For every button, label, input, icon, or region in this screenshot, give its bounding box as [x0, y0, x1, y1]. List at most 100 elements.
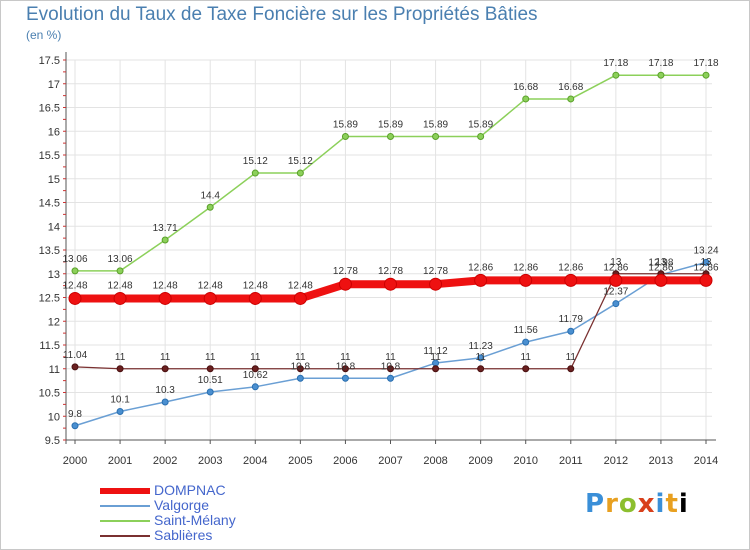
- data-label-sabli-res: 11: [430, 352, 441, 363]
- point-sabli-res: [251, 365, 259, 373]
- data-label-saint-m-lany: 15.12: [288, 156, 313, 167]
- y-tick-label: 15.5: [39, 150, 60, 162]
- point-saint-m-lany: [161, 236, 169, 244]
- data-label-dompnac: 12.86: [513, 262, 538, 273]
- point-dompnac: [654, 273, 668, 287]
- point-sabli-res: [296, 365, 304, 373]
- data-label-sabli-res: 11: [160, 352, 171, 363]
- data-label-sabli-res: 11.04: [63, 350, 88, 361]
- point-valgorge: [612, 300, 620, 308]
- point-valgorge: [522, 338, 530, 346]
- proxiti-logo: Proxiti: [585, 489, 689, 519]
- data-label-valgorge: 10.3: [155, 385, 175, 396]
- point-saint-m-lany: [567, 95, 575, 103]
- x-tick-label: 2014: [694, 455, 718, 467]
- y-tick-label: 11: [49, 364, 60, 376]
- x-tick-label: 2002: [153, 455, 177, 467]
- data-label-saint-m-lany: 15.89: [333, 119, 358, 130]
- legend-swatch-sablieres: [100, 535, 150, 537]
- data-label-saint-m-lany: 17.18: [603, 58, 628, 69]
- x-tick-label: 2011: [559, 455, 583, 467]
- point-sabli-res: [387, 365, 394, 373]
- point-dompnac: [474, 273, 488, 287]
- point-dompnac: [429, 277, 443, 291]
- data-label-sabli-res: 11: [340, 352, 351, 363]
- data-label-dompnac: 12.48: [108, 280, 133, 291]
- data-label-sabli-res: 13: [610, 257, 622, 268]
- data-label-saint-m-lany: 17.18: [648, 58, 673, 69]
- point-saint-m-lany: [477, 132, 485, 140]
- data-label-sabli-res: 11: [385, 352, 396, 363]
- data-label-valgorge: 12.98: [648, 258, 673, 269]
- data-label-sabli-res: 11: [205, 352, 216, 363]
- point-sabli-res: [432, 365, 440, 373]
- point-dompnac: [158, 291, 172, 305]
- point-saint-m-lany: [71, 267, 79, 275]
- data-label-saint-m-lany: 16.68: [558, 82, 583, 93]
- data-label-sabli-res: 11: [566, 352, 577, 363]
- x-tick-label: 2009: [468, 455, 492, 467]
- y-tick-label: 11.5: [39, 340, 60, 352]
- data-label-sabli-res: 11: [521, 352, 532, 363]
- data-label-dompnac: 12.86: [603, 262, 628, 273]
- point-valgorge: [296, 374, 304, 382]
- data-label-sabli-res: 11: [475, 352, 486, 363]
- legend-label-saint-melany: Saint-Mélany: [154, 512, 236, 528]
- point-valgorge: [387, 374, 394, 382]
- point-valgorge: [702, 258, 710, 266]
- point-saint-m-lany: [612, 71, 620, 79]
- point-valgorge: [341, 374, 349, 382]
- legend-swatch-dompnac: [100, 488, 150, 494]
- chart-title: Evolution du Taux de Taxe Foncière sur l…: [26, 4, 538, 25]
- data-label-dompnac: 12.86: [468, 262, 493, 273]
- point-sabli-res: [567, 365, 575, 373]
- data-label-sabli-res: 13: [655, 257, 667, 268]
- point-sabli-res: [116, 365, 124, 373]
- point-saint-m-lany: [296, 169, 304, 177]
- legend-label-sablieres: Sablières: [154, 527, 213, 543]
- data-label-sabli-res: 11: [115, 352, 126, 363]
- x-tick-label: 2013: [649, 455, 673, 467]
- point-valgorge: [161, 398, 169, 406]
- data-label-saint-m-lany: 13.06: [62, 254, 87, 265]
- y-tick-label: 10: [48, 411, 60, 423]
- point-dompnac: [68, 291, 82, 305]
- series: [68, 71, 713, 430]
- point-sabli-res: [161, 365, 169, 373]
- point-dompnac: [384, 277, 397, 291]
- y-tick-label: 17: [48, 79, 60, 91]
- data-label-dompnac: 12.78: [423, 266, 448, 277]
- point-valgorge: [567, 327, 575, 335]
- point-valgorge: [116, 408, 124, 415]
- y-tick-label: 10.5: [39, 388, 60, 400]
- chart-subtitle: (en %): [26, 28, 62, 42]
- point-sabli-res: [522, 365, 530, 373]
- y-tick-label: 15: [48, 174, 60, 186]
- legend-label-valgorge: Valgorge: [154, 497, 210, 513]
- data-label-dompnac: 12.86: [558, 262, 583, 273]
- x-tick-label: 2012: [604, 455, 628, 467]
- legend-swatch-valgorge: [100, 505, 150, 507]
- data-label-valgorge: 12.37: [603, 287, 628, 298]
- point-sabli-res: [206, 365, 214, 373]
- x-tick-label: 2003: [198, 455, 222, 467]
- data-label-valgorge: 11.12: [423, 346, 448, 357]
- y-tick-label: 16.5: [39, 103, 60, 115]
- point-valgorge: [251, 383, 259, 391]
- data-label-dompnac: 12.86: [693, 262, 718, 273]
- data-label-saint-m-lany: 16.68: [513, 82, 538, 93]
- y-tick-label: 12: [48, 316, 60, 328]
- data-label-dompnac: 12.48: [198, 280, 223, 291]
- point-valgorge: [71, 422, 79, 430]
- point-saint-m-lany: [702, 71, 710, 79]
- legend-label-dompnac: DOMPNAC: [154, 482, 226, 498]
- data-label-saint-m-lany: 15.12: [243, 156, 268, 167]
- point-saint-m-lany: [387, 132, 394, 140]
- x-tick-label: 2007: [378, 455, 402, 467]
- data-label-valgorge: 9.8: [68, 409, 82, 420]
- data-label-dompnac: 12.48: [243, 280, 268, 291]
- y-tick-label: 16: [48, 126, 60, 138]
- x-tick-label: 2004: [243, 455, 267, 467]
- point-saint-m-lany: [432, 132, 440, 140]
